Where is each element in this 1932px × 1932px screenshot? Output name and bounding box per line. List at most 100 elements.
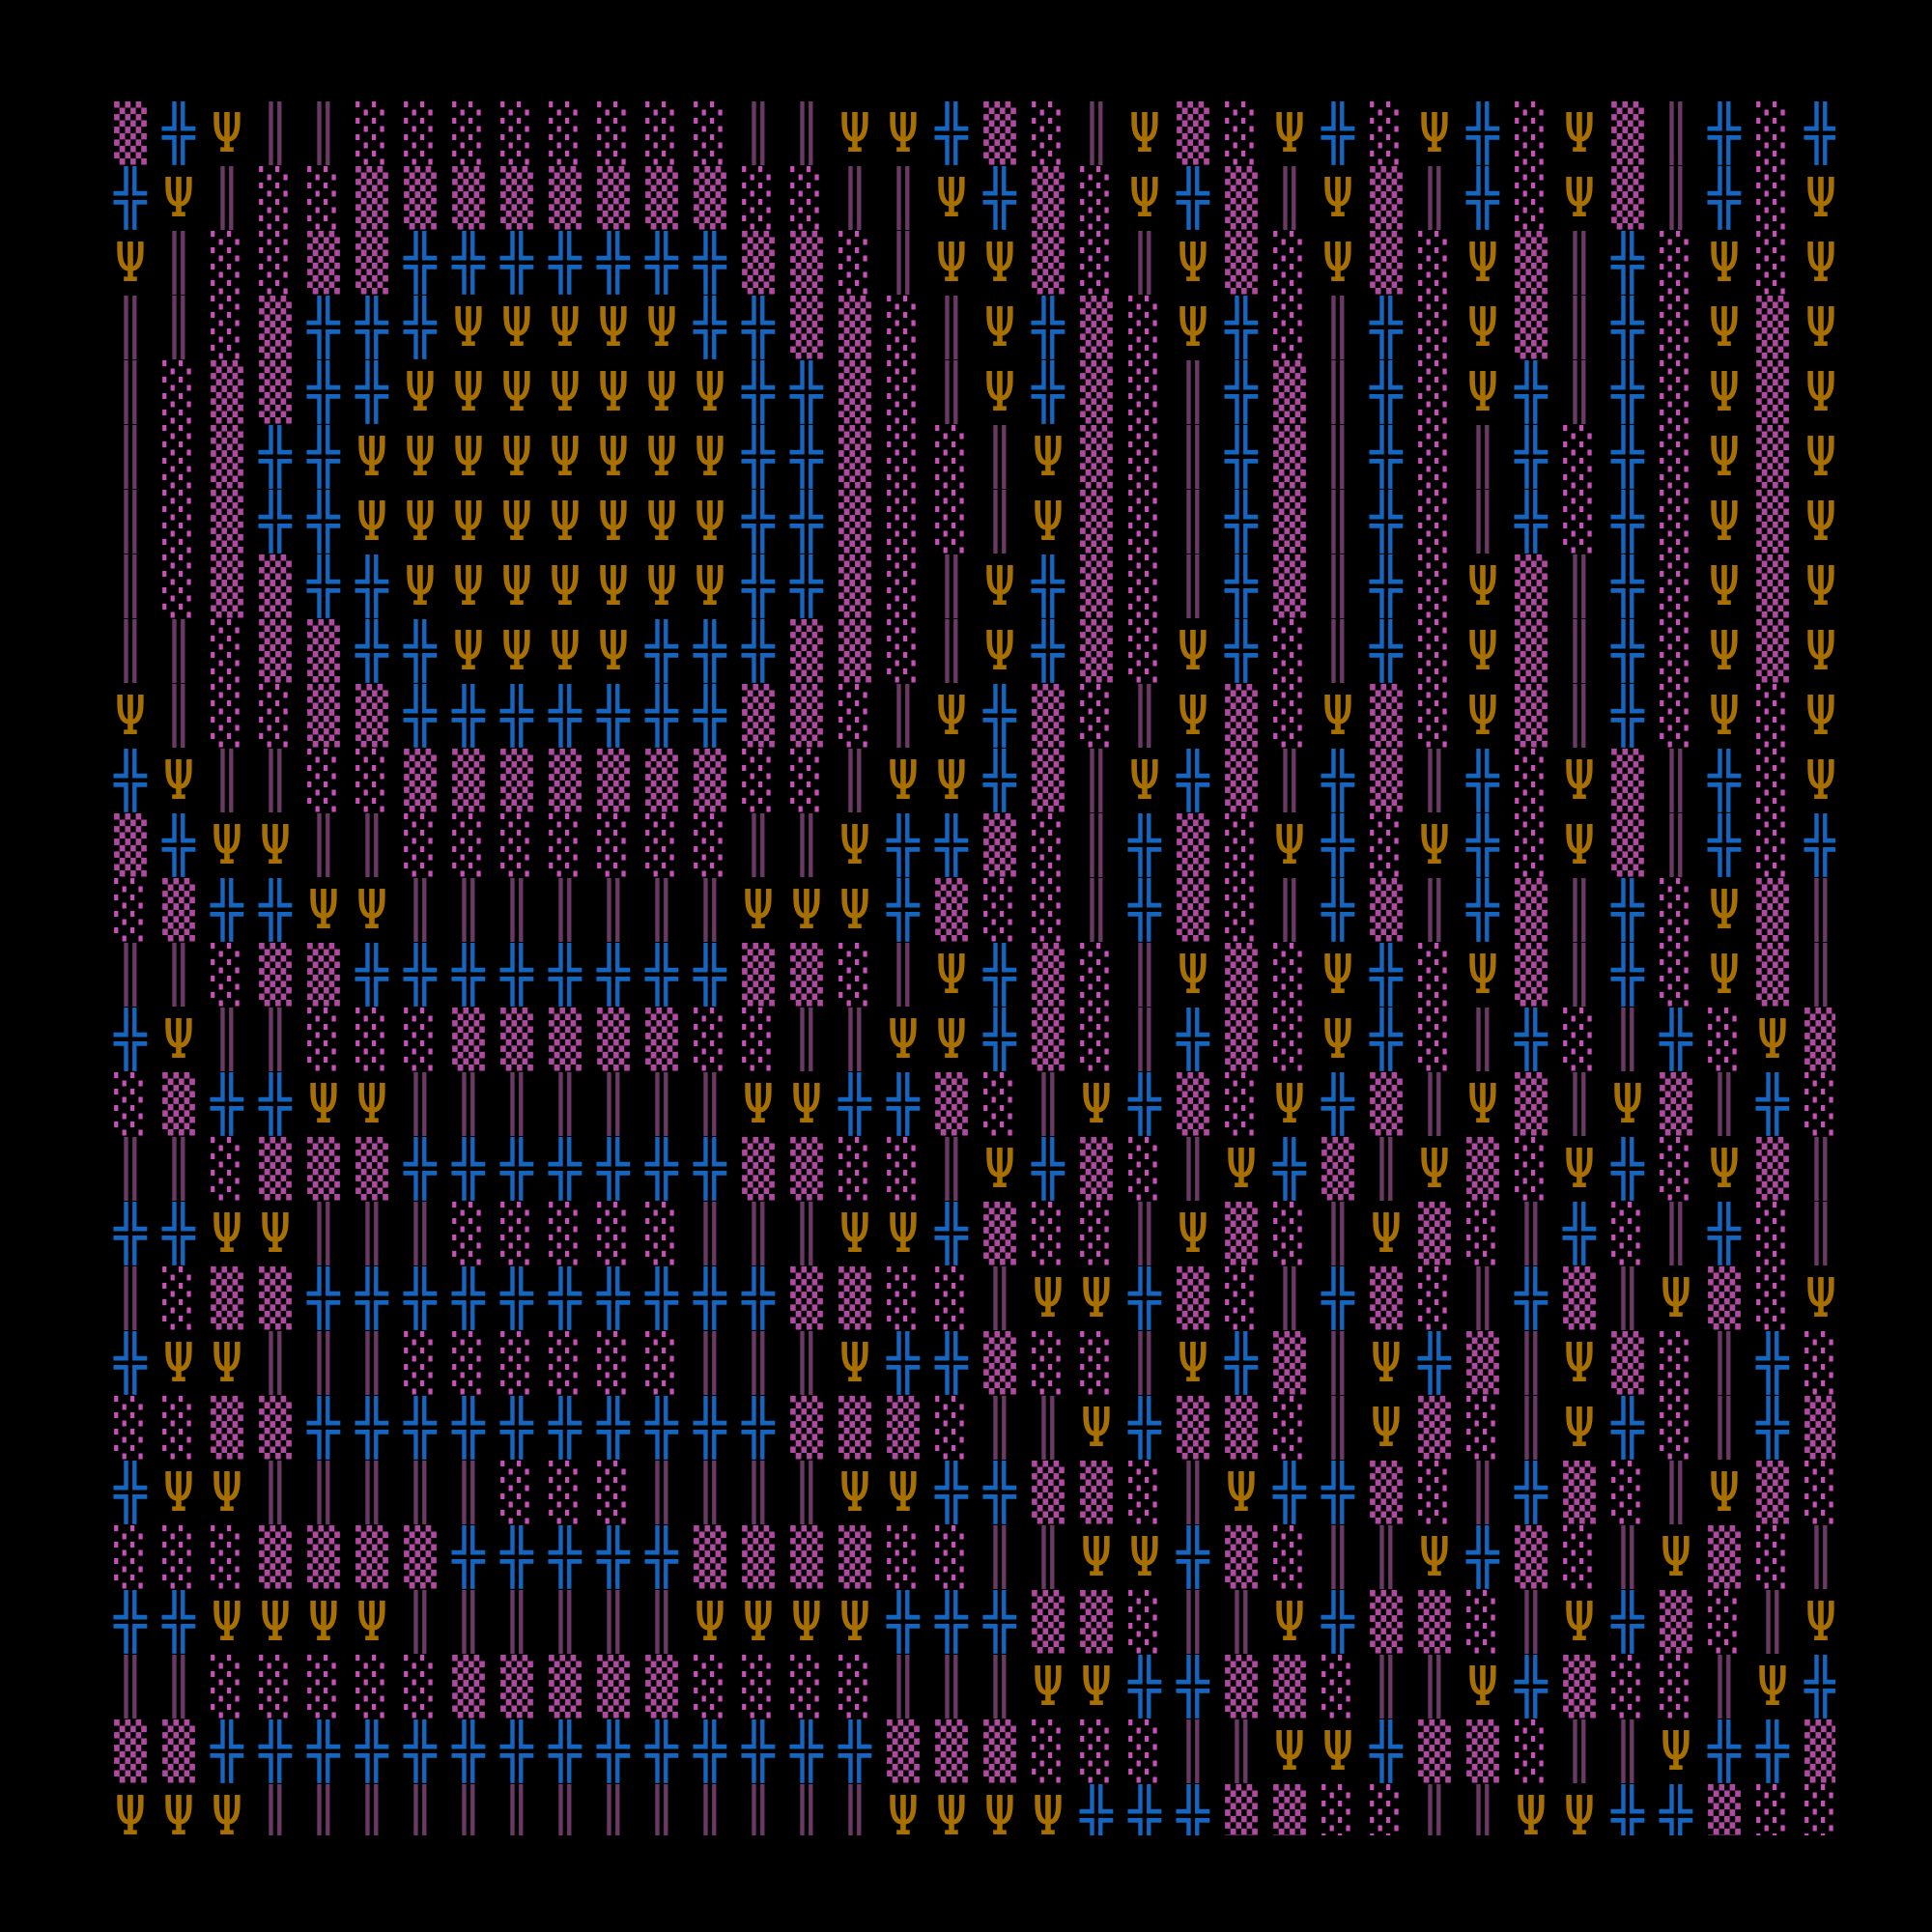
light-shade-glyph: ░ (259, 685, 292, 748)
double-bar-glyph: ║ (790, 814, 823, 877)
double-cross-glyph: ╬ (1225, 361, 1258, 424)
double-bar-glyph: ║ (694, 1462, 726, 1524)
light-shade-glyph: ░ (211, 1138, 243, 1201)
light-shade-glyph: ░ (1418, 491, 1451, 554)
double-cross-glyph: ╬ (549, 1720, 582, 1783)
light-shade-glyph: ░ (1756, 685, 1789, 748)
double-bar-glyph: ║ (790, 1785, 823, 1835)
dense-shade-glyph: ▒ (790, 1526, 823, 1589)
trident-glyph: Ψ (1466, 297, 1499, 359)
double-cross-glyph: ╬ (1660, 1009, 1692, 1071)
dense-shade-glyph: ▒ (1418, 1397, 1451, 1460)
trident-glyph: Ψ (1177, 1332, 1209, 1395)
dense-shade-glyph: ▒ (790, 1267, 823, 1330)
double-bar-glyph: ║ (1177, 1462, 1209, 1524)
double-cross-glyph: ╬ (742, 361, 775, 424)
trident-glyph: Ψ (983, 620, 1016, 683)
double-cross-glyph: ╬ (259, 426, 292, 489)
light-shade-glyph: ░ (790, 750, 823, 812)
trident-glyph: Ψ (500, 555, 533, 618)
dense-shade-glyph: ▒ (259, 1397, 292, 1460)
light-shade-glyph: ░ (1128, 620, 1161, 683)
dense-shade-glyph: ▒ (1080, 361, 1113, 424)
glyph-row: ░▒╬╬ΨΨ║║║║║║║ΨΨΨ╬▒░░║╬▒░║╬▒║╬▒║╬░Ψ▒║╬ (106, 878, 1835, 943)
double-cross-glyph: ╬ (1804, 102, 1835, 165)
trident-glyph: Ψ (1563, 1332, 1596, 1395)
trident-glyph: Ψ (790, 879, 823, 942)
trident-glyph: Ψ (1804, 1267, 1835, 1330)
light-shade-glyph: ░ (162, 361, 195, 424)
dense-shade-glyph: ▒ (307, 232, 340, 295)
double-cross-glyph: ╬ (1515, 1462, 1548, 1524)
double-cross-glyph: ╬ (1708, 167, 1741, 230)
double-bar-glyph: ║ (838, 750, 871, 812)
dense-shade-glyph: ▒ (1273, 426, 1306, 489)
light-shade-glyph: ░ (1660, 685, 1692, 748)
double-bar-glyph: ║ (1563, 1073, 1596, 1136)
light-shade-glyph: ░ (1804, 1073, 1835, 1136)
light-shade-glyph: ░ (1660, 555, 1692, 618)
double-cross-glyph: ╬ (1611, 1397, 1644, 1460)
light-shade-glyph: ░ (1032, 1720, 1065, 1783)
double-cross-glyph: ╬ (1611, 1785, 1644, 1835)
dense-shade-glyph: ▒ (742, 685, 775, 748)
double-bar-glyph: ║ (162, 944, 195, 1007)
light-shade-glyph: ░ (211, 685, 243, 748)
dense-shade-glyph: ▒ (1080, 1462, 1113, 1524)
dense-shade-glyph: ▒ (790, 297, 823, 359)
light-shade-glyph: ░ (887, 361, 920, 424)
light-shade-glyph: ░ (211, 1656, 243, 1719)
light-shade-glyph: ░ (1660, 944, 1692, 1007)
dense-shade-glyph: ▒ (259, 1138, 292, 1201)
double-bar-glyph: ║ (645, 879, 678, 942)
dense-shade-glyph: ▒ (1370, 1462, 1403, 1524)
double-cross-glyph: ╬ (694, 1397, 726, 1460)
trident-glyph: Ψ (1273, 1591, 1306, 1654)
light-shade-glyph: ░ (935, 1526, 968, 1589)
light-shade-glyph: ░ (355, 102, 388, 165)
double-cross-glyph: ╬ (114, 1203, 147, 1265)
double-cross-glyph: ╬ (549, 1526, 582, 1589)
trident-glyph: Ψ (549, 361, 582, 424)
dense-shade-glyph: ▒ (1273, 361, 1306, 424)
double-cross-glyph: ╬ (1225, 491, 1258, 554)
trident-glyph: Ψ (162, 1462, 195, 1524)
dense-shade-glyph: ▒ (1563, 1267, 1596, 1330)
double-bar-glyph: ║ (887, 167, 920, 230)
glyph-row: ▒╬Ψ║║░░░░░░░░║║ΨΨ╬▒░║Ψ▒░Ψ╬░Ψ╬░Ψ▒║╬░╬░ (106, 101, 1835, 166)
double-bar-glyph: ║ (742, 1785, 775, 1835)
trident-glyph: Ψ (1466, 944, 1499, 1007)
trident-glyph: Ψ (838, 102, 871, 165)
trident-glyph: Ψ (1418, 1526, 1451, 1589)
light-shade-glyph: ░ (838, 232, 871, 295)
trident-glyph: Ψ (935, 232, 968, 295)
light-shade-glyph: ░ (1418, 232, 1451, 295)
dense-shade-glyph: ▒ (1756, 620, 1789, 683)
trident-glyph: Ψ (983, 555, 1016, 618)
trident-glyph: Ψ (1321, 1009, 1354, 1071)
glyph-row: ▒╬ΨΨ║║░░░░░░░║║Ψ╬╬▒░║╬▒░Ψ╬░Ψ╬░Ψ▒║╬░╬░ (106, 813, 1835, 878)
dense-shade-glyph: ▒ (549, 167, 582, 230)
double-cross-glyph: ╬ (1370, 491, 1403, 554)
double-bar-glyph: ║ (1080, 102, 1113, 165)
light-shade-glyph: ░ (549, 1462, 582, 1524)
double-cross-glyph: ╬ (404, 297, 437, 359)
double-cross-glyph: ╬ (1418, 1332, 1451, 1395)
trident-glyph: Ψ (211, 1591, 243, 1654)
double-bar-glyph: ║ (1563, 944, 1596, 1007)
double-bar-glyph: ║ (1321, 1397, 1354, 1460)
double-cross-glyph: ╬ (1708, 1720, 1741, 1783)
trident-glyph: Ψ (1804, 361, 1835, 424)
double-cross-glyph: ╬ (645, 1397, 678, 1460)
double-cross-glyph: ╬ (790, 426, 823, 489)
light-shade-glyph: ░ (694, 102, 726, 165)
trident-glyph: Ψ (1804, 685, 1835, 748)
light-shade-glyph: ░ (1273, 1526, 1306, 1589)
double-cross-glyph: ╬ (114, 1009, 147, 1071)
double-cross-glyph: ╬ (1611, 361, 1644, 424)
light-shade-glyph: ░ (1080, 1720, 1113, 1783)
trident-glyph: Ψ (790, 1073, 823, 1136)
double-cross-glyph: ╬ (355, 361, 388, 424)
dense-shade-glyph: ▒ (838, 426, 871, 489)
